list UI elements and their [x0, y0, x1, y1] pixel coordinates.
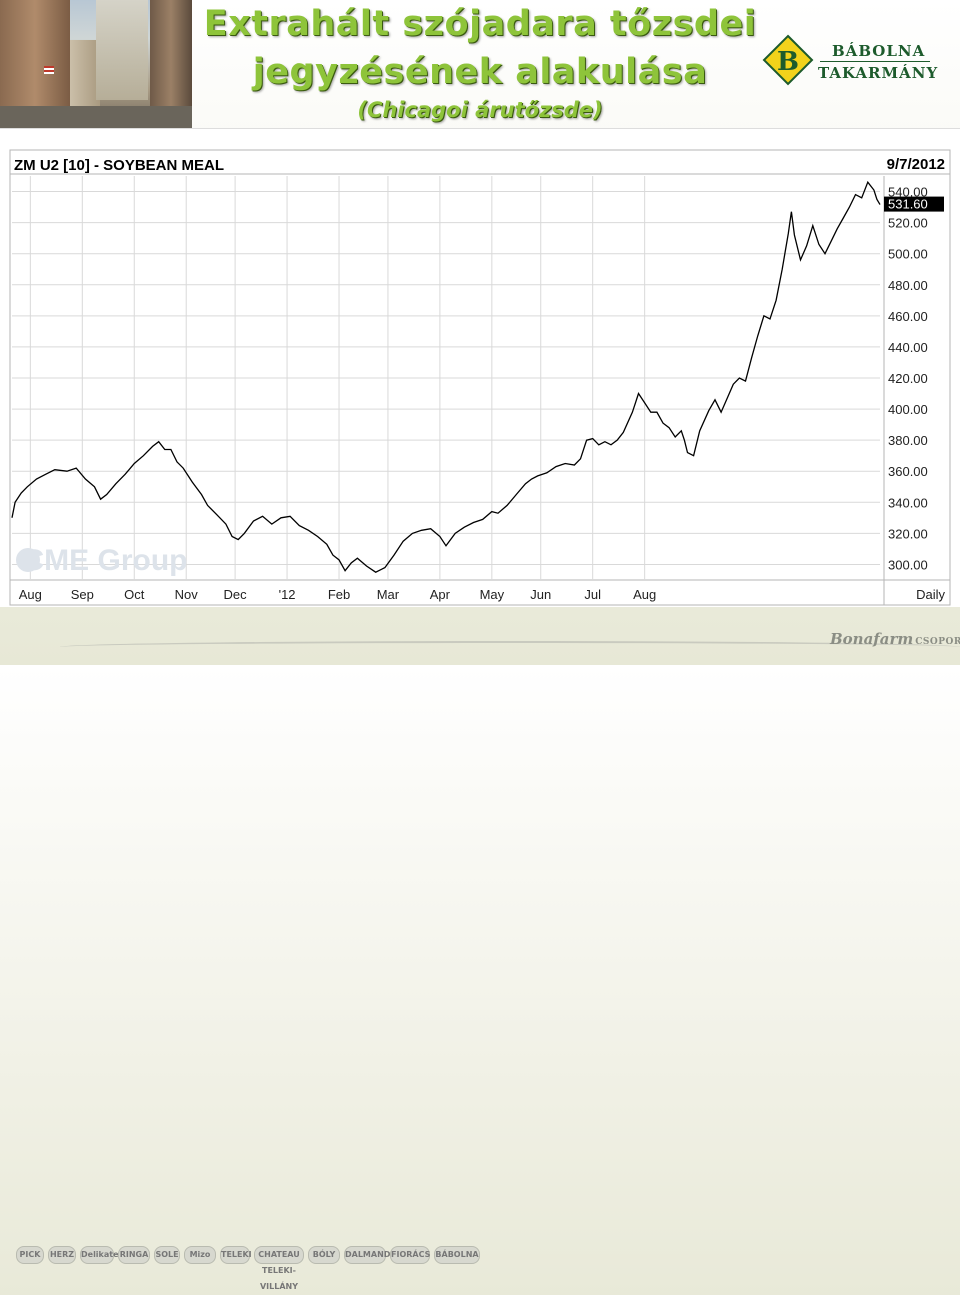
x-tick-label: Aug — [633, 587, 656, 602]
y-tick-label: 380.00 — [888, 433, 928, 448]
brand-logo-4: SOLE — [154, 1246, 180, 1264]
x-tick-label: Feb — [328, 587, 350, 602]
brand-logo-0: PICK — [16, 1246, 44, 1264]
brand-logo-3: RINGA — [118, 1246, 150, 1264]
price-series-line — [11, 180, 881, 573]
last-value-marker: 531.60 — [884, 196, 944, 212]
y-tick-label: 440.00 — [888, 340, 928, 355]
slide-title-line2: jegyzésének alakulása — [252, 52, 708, 92]
brand-logo-2: Delikatesz — [80, 1246, 128, 1264]
brand-logo-6: TELEKI — [220, 1246, 252, 1264]
brand-logo-5: Mizo — [184, 1246, 216, 1264]
footer-swoosh — [60, 641, 960, 653]
x-tick-label: Mar — [377, 587, 400, 602]
last-value-label: 531.60 — [888, 197, 928, 212]
y-tick-label: 300.00 — [888, 557, 928, 572]
brand-logo-7: CHATEAU TELEKI-VILLÁNY — [254, 1246, 304, 1291]
x-tick-label: '12 — [279, 587, 296, 602]
x-tick-label: Dec — [224, 587, 248, 602]
slide-subtitle: (Chicagoi árutőzsde) — [357, 98, 603, 122]
logo-text-line2: TAKARMÁNY — [818, 64, 939, 82]
x-tick-label: Jun — [530, 587, 551, 602]
y-tick-label: 500.00 — [888, 247, 928, 262]
cme-group-watermark: CME Group — [23, 544, 188, 577]
x-tick-label: Oct — [124, 587, 145, 602]
brand-logo-1: HERZ — [48, 1246, 76, 1264]
x-tick-label: May — [480, 587, 505, 602]
y-tick-label: 320.00 — [888, 526, 928, 541]
y-tick-label: 540.00 — [888, 185, 928, 200]
y-tick-label: 360.00 — [888, 464, 928, 479]
brand-logo-9: DALMAND — [344, 1246, 390, 1264]
flag-icon — [44, 66, 54, 74]
brand-logo-10: FIORÁCS — [390, 1246, 430, 1264]
x-tick-label: Sep — [71, 587, 94, 602]
chart-date: 9/7/2012 — [887, 156, 945, 173]
chart-title: ZM U2 [10] - SOYBEAN MEAL — [14, 157, 224, 174]
y-tick-label: 480.00 — [888, 278, 928, 293]
frequency-label: Daily — [916, 587, 945, 602]
y-tick-label: 400.00 — [888, 402, 928, 417]
brand-logo-11: BÁBOLNA — [434, 1246, 480, 1264]
bonafarm-suffix: CSOPORT — [915, 637, 960, 647]
x-tick-label: Apr — [430, 587, 451, 602]
y-axis-ticks: 540.00 520.00 500.00 480.00 460.00 440.00 420.… — [888, 185, 928, 573]
y-tick-label: 340.00 — [888, 495, 928, 510]
y-tick-label: 420.00 — [888, 371, 928, 386]
logo-text-line1: BÁBOLNA — [832, 42, 926, 60]
header-photo-chicago-board-of-trade — [0, 0, 192, 128]
x-axis-ticks: Aug Sep Oct Nov Dec '12 Feb Mar Apr May Jun Jul Aug — [19, 587, 656, 602]
logo-diamond-icon — [762, 34, 814, 86]
y-tick-label: 520.00 — [888, 216, 928, 231]
soybean-meal-price-chart: ZM U2 [10] - SOYBEAN MEAL 9/7/2012 CME G… — [9, 149, 951, 606]
y-tick-label: 460.00 — [888, 309, 928, 324]
babolna-logo: B — [762, 34, 814, 86]
x-tick-label: Jul — [584, 587, 601, 602]
x-tick-label: Nov — [175, 587, 199, 602]
grid-lines — [10, 176, 950, 605]
bonafarm-name: Bonafarm — [830, 630, 914, 648]
bonafarm-logo: BonafarmCSOPORT — [830, 630, 960, 648]
x-tick-label: Aug — [19, 587, 42, 602]
slide-title-line1: Extrahált szójadara tőzsdei — [203, 4, 757, 44]
brand-logo-8: BÓLY — [308, 1246, 340, 1264]
logo-letter: B — [777, 47, 799, 77]
cme-globe-icon — [16, 548, 40, 572]
